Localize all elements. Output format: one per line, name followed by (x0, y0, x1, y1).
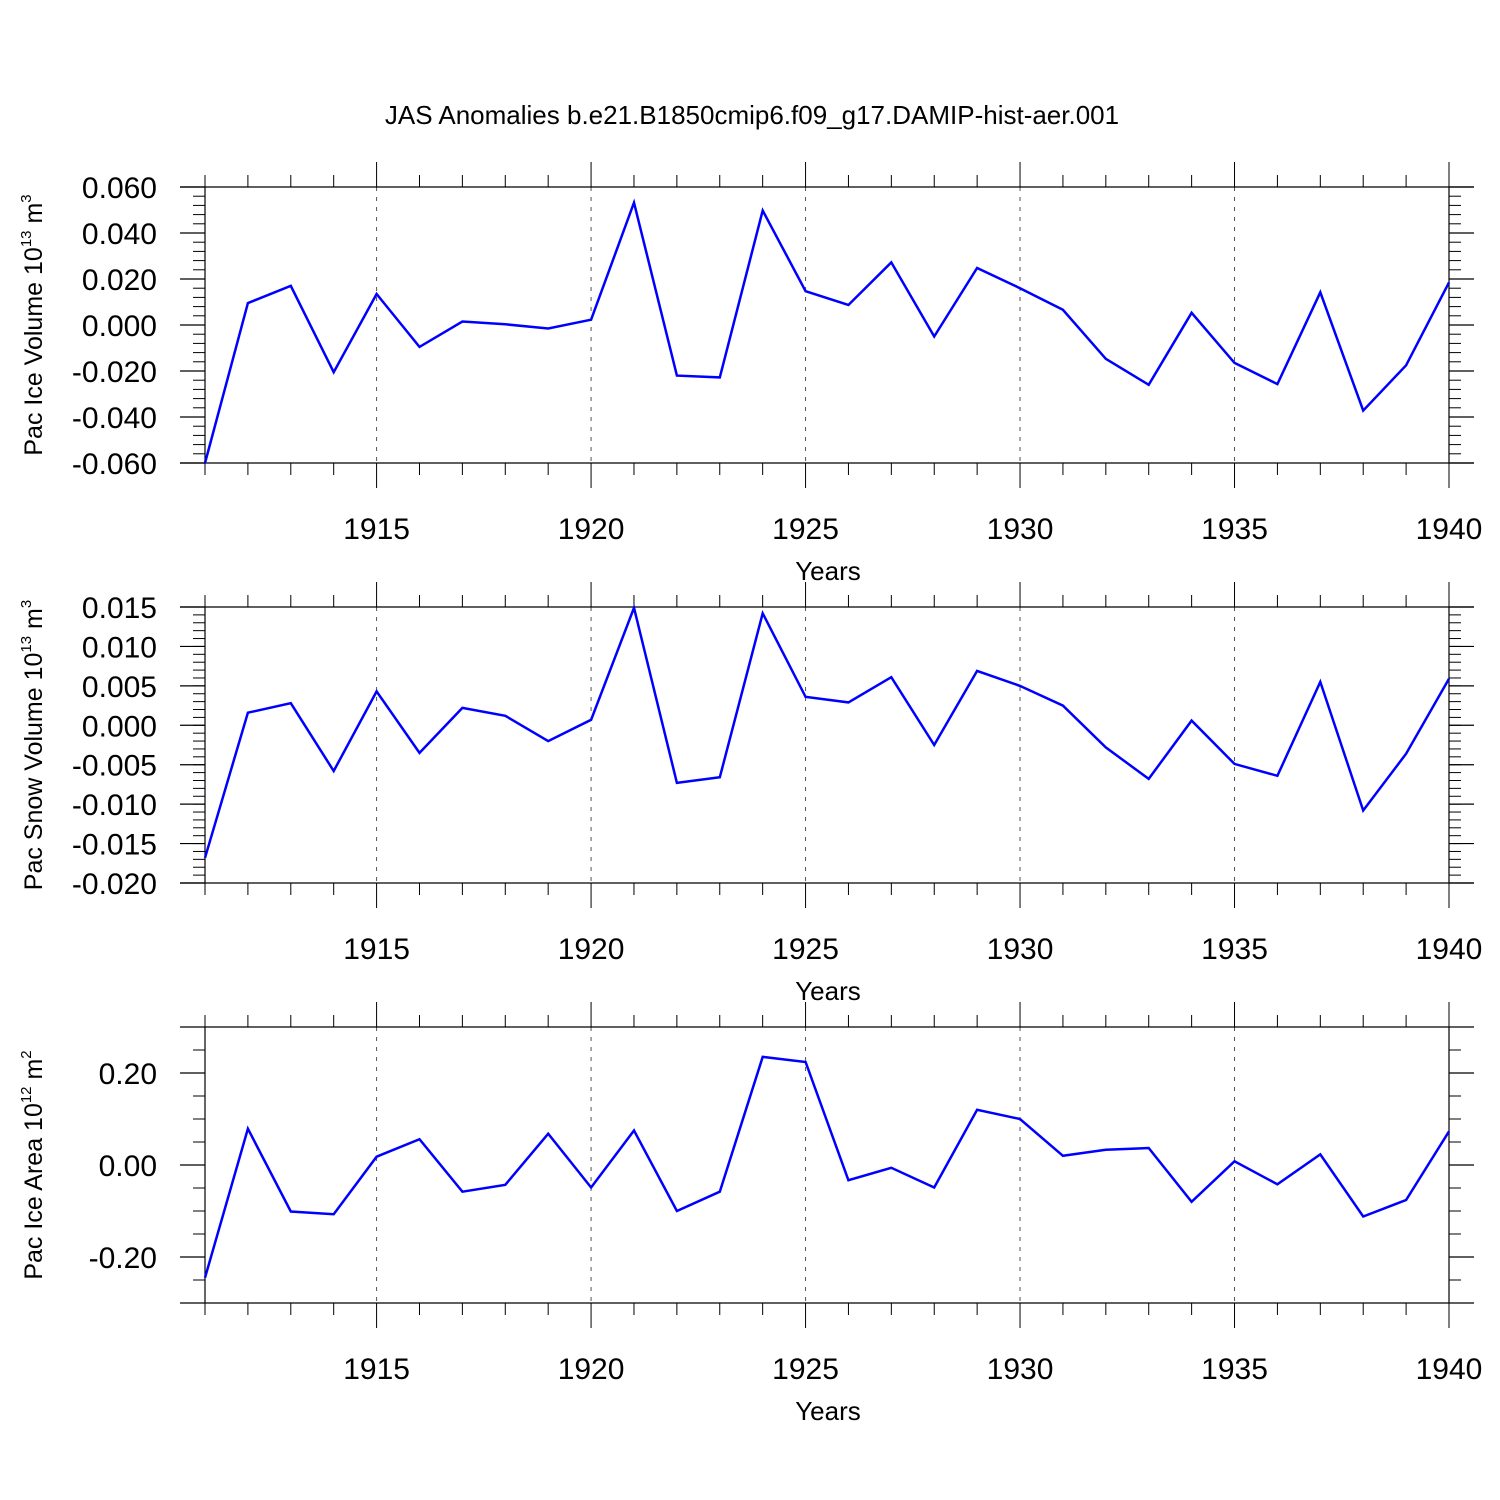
x-tick-label: 1940 (1416, 513, 1483, 546)
y-tick-label: -0.060 (72, 448, 157, 481)
y-axis-label: Pac Snow Volume 1013 m3 (18, 600, 48, 890)
series-line-ice-volume (203, 198, 1451, 464)
x-tick-label: 1930 (987, 933, 1054, 966)
y-tick-label: 0.015 (82, 592, 157, 625)
y-axis-label: Pac Ice Area 1012 m2 (18, 1050, 48, 1279)
x-tick-label: 1930 (987, 513, 1054, 546)
series-line-ice-area (203, 1055, 1451, 1279)
y-tick-label: 0.005 (82, 671, 157, 704)
x-tick-label: 1935 (1201, 1353, 1268, 1386)
y-axis-label: Pac Ice Volume 1013 m3 (18, 194, 48, 455)
y-tick-label: -0.020 (72, 356, 157, 389)
y-tick-label: 0.010 (82, 631, 157, 664)
x-tick-label: 1915 (343, 933, 410, 966)
y-tick-label: 0.00 (99, 1150, 157, 1183)
series-line-snow-volume (203, 603, 1451, 859)
x-tick-label: 1915 (343, 1353, 410, 1386)
y-tick-label: -0.20 (89, 1242, 157, 1275)
x-tick-label: 1925 (772, 933, 839, 966)
y-tick-label: -0.040 (72, 402, 157, 435)
x-tick-label: 1930 (987, 1353, 1054, 1386)
y-tick-label: 0.000 (82, 310, 157, 343)
y-tick-label: -0.010 (72, 789, 157, 822)
y-tick-label: -0.005 (72, 750, 157, 783)
panel-ice-area: 1915 1920 1925 1930 1935 1940 Years -0.20 0.00 0.… (18, 1002, 1482, 1426)
y-tick-label: -0.020 (72, 868, 157, 901)
y-tick-label: 0.20 (99, 1058, 157, 1091)
x-tick-label: 1925 (772, 513, 839, 546)
x-tick-label: 1920 (558, 933, 625, 966)
panel-ice-volume: 1915 1920 1925 1930 1935 1940 Years -0.060 -0.04… (18, 162, 1482, 586)
y-tick-label: 0.020 (82, 264, 157, 297)
x-axis-label: Years (795, 556, 861, 586)
panel-snow-volume: 1915 1920 1925 1930 1935 1940 Years -0.020 -0.01… (18, 582, 1482, 1006)
x-axis-label: Years (795, 1396, 861, 1426)
x-tick-label: 1940 (1416, 1353, 1483, 1386)
chart-title: JAS Anomalies b.e21.B1850cmip6.f09_g17.D… (385, 100, 1119, 130)
x-tick-label: 1915 (343, 513, 410, 546)
x-tick-label: 1920 (558, 1353, 625, 1386)
x-tick-label: 1940 (1416, 933, 1483, 966)
x-tick-label: 1925 (772, 1353, 839, 1386)
y-tick-label: 0.000 (82, 710, 157, 743)
x-tick-label: 1935 (1201, 513, 1268, 546)
y-tick-label: 0.060 (82, 172, 157, 205)
y-tick-label: -0.015 (72, 829, 157, 862)
x-axis-label: Years (795, 976, 861, 1006)
x-tick-label: 1935 (1201, 933, 1268, 966)
x-tick-label: 1920 (558, 513, 625, 546)
y-tick-label: 0.040 (82, 218, 157, 251)
